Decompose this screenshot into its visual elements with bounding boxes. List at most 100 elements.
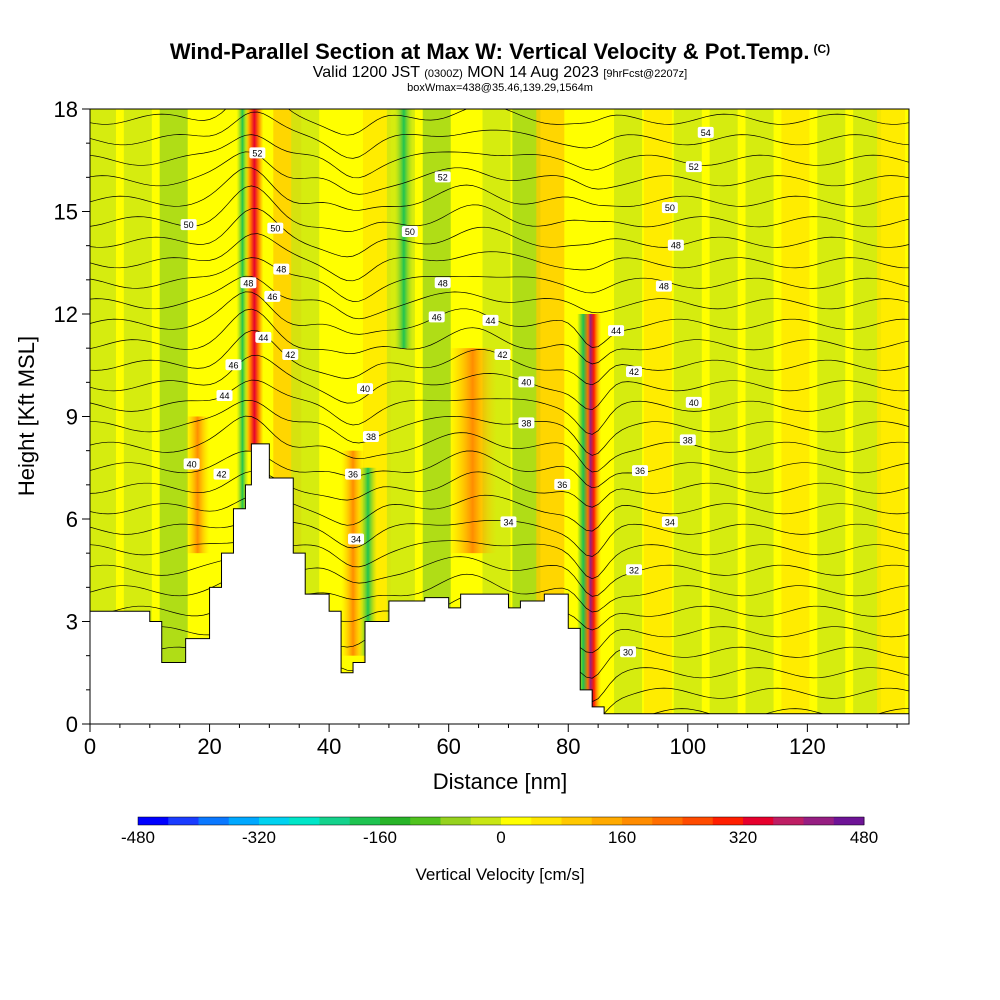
theta-label-text: 42 — [285, 350, 295, 360]
velocity-streak — [159, 109, 188, 724]
theta-contour-line — [90, 415, 909, 473]
theta-label: 34 — [500, 516, 517, 528]
colorbar-tick-label: 0 — [496, 828, 505, 847]
theta-label: 54 — [697, 126, 714, 138]
theta-label-bg — [216, 390, 233, 401]
theta-label: 44 — [216, 390, 233, 401]
theta-label: 50 — [267, 222, 284, 234]
theta-label-text: 52 — [438, 172, 448, 182]
theta-label-text: 48 — [671, 241, 681, 251]
theta-label: 52 — [434, 171, 451, 183]
theta-contour-line — [90, 111, 909, 159]
theta-label-text: 32 — [629, 565, 639, 575]
theta-contour-line — [90, 308, 909, 365]
theta-label-text: 36 — [557, 480, 567, 490]
updraft-left — [185, 416, 210, 554]
theta-contour-line — [90, 257, 909, 302]
theta-label-bg — [685, 396, 702, 408]
theta-label-text: 38 — [521, 418, 531, 428]
theta-label-text: 44 — [219, 391, 229, 401]
theta-contour-line — [90, 399, 909, 456]
x-tick-label: 120 — [789, 734, 826, 759]
theta-label: 48 — [240, 277, 257, 289]
theta-label-bg — [183, 458, 200, 470]
theta-label-text: 40 — [360, 384, 370, 394]
theta-label-text: 50 — [405, 227, 415, 237]
colorbar-tick-label: -480 — [121, 828, 155, 847]
theta-label-bg — [661, 516, 678, 528]
colorbar-swatch — [501, 817, 532, 825]
theta-label: 40 — [518, 376, 535, 388]
theta-contour-labels: 54 52 50 48 48 44 42 40 38 36 34 32 30 52 50 48 46 44 42 40… — [180, 126, 714, 658]
y-axis-label: Height [Kft MSL] — [14, 336, 39, 496]
theta-label-text: 34 — [351, 535, 361, 545]
theta-label-bg — [679, 434, 696, 446]
velocity-streak — [817, 109, 846, 724]
colorbar-swatch — [168, 817, 199, 825]
theta-label-bg — [434, 277, 451, 289]
theta-label: 36 — [554, 478, 571, 490]
chart-title: Wind-Parallel Section at Max W: Vertical… — [169, 39, 831, 64]
theta-label-bg — [401, 226, 418, 237]
theta-label-bg — [434, 171, 451, 183]
theta-label-bg — [608, 325, 625, 337]
theta-label-bg — [267, 222, 284, 234]
colorbar-swatch — [440, 817, 472, 825]
colorbar-swatch — [531, 817, 562, 825]
theta-label-bg — [697, 126, 714, 138]
y-tick-label: 18 — [54, 97, 78, 122]
theta-contour-line — [90, 275, 909, 320]
theta-label: 50 — [180, 219, 197, 231]
theta-label-text: 42 — [217, 470, 227, 480]
colorbar-swatch — [319, 817, 351, 825]
colorbar-swatch — [591, 817, 623, 825]
downdraft-lower — [359, 467, 377, 656]
theta-label: 48 — [667, 239, 684, 251]
theta-label: 42 — [494, 349, 511, 360]
theta-label-text: 42 — [629, 367, 639, 377]
colorbar-swatch — [712, 817, 744, 825]
theta-label-bg — [482, 314, 499, 326]
theta-label: 38 — [362, 431, 379, 442]
theta-label-bg — [685, 161, 702, 173]
theta-label-bg — [661, 202, 678, 214]
terrain-mask — [90, 443, 909, 724]
colorbar-swatch — [470, 817, 502, 825]
theta-contour-line — [90, 151, 909, 195]
y-tick-label: 3 — [66, 610, 78, 635]
colorbar-swatch — [773, 817, 804, 825]
theta-label-bg — [626, 564, 643, 576]
theta-label-bg — [249, 147, 266, 159]
velocity-streak — [877, 109, 906, 724]
velocity-streak — [853, 109, 882, 724]
theta-label-text: 34 — [665, 517, 675, 527]
theta-contour-line — [90, 208, 909, 258]
colorbar-swatch — [259, 817, 290, 825]
theta-label: 34 — [661, 516, 678, 528]
theta-label-bg — [494, 349, 511, 360]
x-tick-label: 0 — [84, 734, 96, 759]
theta-label-text: 44 — [486, 316, 496, 326]
theta-contour-line — [90, 470, 909, 508]
velocity-streak — [781, 109, 810, 724]
theta-label-bg — [225, 359, 242, 371]
theta-label: 42 — [282, 349, 299, 360]
velocity-streak — [709, 109, 738, 724]
velocity-streak — [745, 109, 774, 724]
theta-label: 34 — [348, 533, 365, 545]
theta-contour-line — [90, 134, 909, 179]
colorbar-swatch — [561, 817, 593, 825]
theta-label: 40 — [685, 396, 702, 408]
x-tick-label: 60 — [436, 734, 460, 759]
theta-label-bg — [626, 366, 643, 378]
theta-label-bg — [428, 311, 445, 323]
theta-label: 46 — [225, 359, 242, 371]
colorbar-swatch — [803, 817, 835, 825]
colorbar-swatch — [228, 817, 260, 825]
colorbar-swatch — [349, 817, 381, 825]
theta-label: 38 — [679, 434, 696, 446]
theta-contour-line — [90, 233, 909, 282]
theta-label-bg — [356, 383, 373, 395]
colorbar-swatch — [682, 817, 714, 825]
